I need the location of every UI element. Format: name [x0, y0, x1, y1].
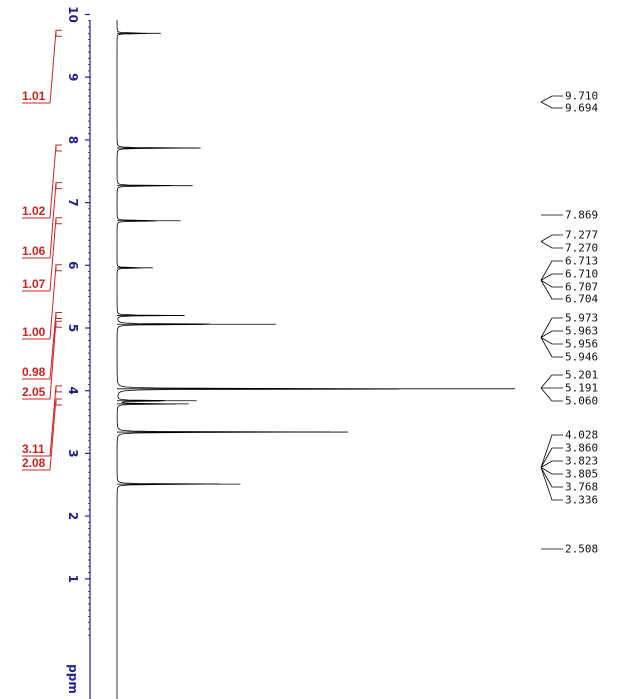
- integral-value: 1.01: [22, 89, 46, 103]
- integral-value: 2.08: [22, 456, 46, 470]
- peak-label-connector: [540, 447, 563, 468]
- peak-label-connector: [540, 337, 563, 358]
- axis-tick-label: 2: [66, 512, 80, 520]
- peak-label: 5.191: [565, 382, 598, 395]
- peak-label: 3.823: [565, 455, 598, 468]
- peak-label: 7.277: [565, 229, 598, 242]
- axis-tick-label: 10: [66, 6, 80, 23]
- peak-label: 9.694: [565, 102, 598, 115]
- integral-value: 3.11: [22, 442, 45, 456]
- axis-tick-label: 1: [66, 575, 80, 583]
- peak-label: 6.710: [565, 268, 598, 281]
- integral-labels: 1.01 1.02 1.06 1.07 1.00 0.98 2.05 3.112.08: [22, 29, 62, 471]
- integral-bracket: [49, 144, 62, 219]
- peak-label-connector: [540, 374, 563, 389]
- peak-label: 3.860: [565, 442, 598, 455]
- peak-label: 2.508: [565, 543, 598, 556]
- peak-label-connector: [540, 337, 563, 345]
- peak-label-connector: [540, 273, 563, 281]
- integral-bracket: [49, 320, 62, 400]
- peak-label-connector: [540, 330, 563, 338]
- peak-label: 5.963: [565, 325, 598, 338]
- peak-label-connector: [540, 241, 563, 249]
- axis-tick-label: 6: [66, 261, 80, 269]
- ppm-axis: 10 9 8 7 6 5 4 3 2 1 ppm: [66, 6, 91, 699]
- peak-label: 4.028: [565, 429, 598, 442]
- peak-label-connector: [540, 434, 563, 468]
- peak-label: 7.270: [565, 242, 598, 255]
- integral-bracket: [49, 311, 62, 380]
- peak-label: 3.768: [565, 481, 598, 494]
- peak-label-connector: [540, 95, 563, 103]
- peak-label: 5.973: [565, 312, 598, 325]
- integral-value: 1.07: [22, 277, 46, 291]
- peak-label: 5.946: [565, 351, 598, 364]
- peak-label: 7.869: [565, 209, 598, 222]
- peak-label-connector: [540, 234, 563, 242]
- peak-label-connector: [540, 280, 563, 300]
- integral-bracket: [49, 182, 62, 259]
- peak-label: 9.710: [565, 90, 598, 103]
- axis-tick-label: 3: [66, 449, 80, 457]
- peak-label-connector: [540, 279, 563, 288]
- peak-label: 6.704: [565, 293, 598, 306]
- peak-label-connector: [540, 260, 563, 281]
- integral-bracket: [49, 29, 62, 104]
- axis-tick-label: 5: [66, 324, 80, 332]
- integral-bracket: [49, 385, 62, 457]
- peak-label: 5.956: [565, 338, 598, 351]
- integral-value: 1.06: [22, 244, 46, 258]
- axis-unit-label: ppm: [66, 664, 80, 694]
- peak-label-connector: [540, 467, 563, 501]
- axis-tick-label: 7: [66, 198, 80, 206]
- spectrum-trace: [116, 20, 515, 699]
- integral-bracket: [49, 217, 62, 292]
- peak-label-connector: [540, 101, 563, 109]
- peak-label-connector: [540, 387, 563, 402]
- spectrum-line: [116, 20, 400, 699]
- integral-value: 1.00: [22, 325, 46, 339]
- integral-bracket: [49, 264, 62, 340]
- peak-label: 5.060: [565, 395, 598, 408]
- integral-bracket: [49, 398, 62, 471]
- peak-label: 3.336: [565, 494, 598, 507]
- integral-value: 2.05: [22, 385, 46, 399]
- peak-label: 6.707: [565, 281, 598, 294]
- axis-tick-label: 4: [66, 387, 80, 395]
- peak-label: 6.713: [565, 255, 598, 268]
- integral-value: 1.02: [22, 204, 46, 218]
- integral-value: 0.98: [22, 365, 46, 379]
- peak-label-connector: [540, 317, 563, 338]
- peak-label-connector: [540, 467, 563, 488]
- peak-label-connector: [540, 467, 563, 475]
- peak-label-connector: [540, 460, 563, 468]
- peak-label: 5.201: [565, 369, 598, 382]
- peak-label: 3.805: [565, 468, 598, 481]
- axis-tick-label: 9: [66, 73, 80, 81]
- axis-tick-label: 8: [66, 136, 80, 144]
